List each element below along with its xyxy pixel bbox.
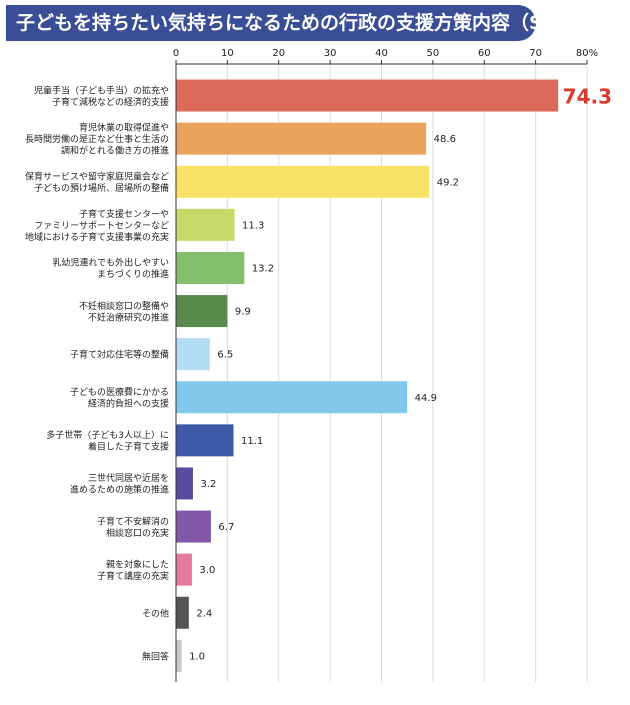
title-banner: 子どもを持ちたい気持ちになるための行政の支援方策内容（SA）	[6, 5, 576, 41]
category-label: 調和がとれる働き方の推進	[61, 145, 169, 157]
category-label: 無回答	[142, 650, 169, 662]
bar	[176, 596, 189, 629]
category-label: ファミリーサポートセンターなど	[34, 220, 169, 231]
category-label: 育児休業の取得促進や	[79, 122, 169, 134]
x-tick-label: 70	[529, 48, 542, 59]
category-label: 子育て対応住宅等の整備	[70, 349, 169, 361]
category-label: 相談窓口の充実	[106, 527, 169, 539]
x-tick-label: 60	[478, 48, 491, 59]
data-label: 44.9	[415, 393, 437, 404]
category-label: 長時間労働の是正など仕事と生活の	[25, 133, 169, 145]
category-label: 進めるための施策の推進	[70, 484, 169, 496]
data-label: 49.2	[437, 177, 459, 188]
category-label: まちづくりの推進	[97, 268, 169, 280]
bar	[176, 338, 210, 371]
category-label: 三世代同居や近居を	[88, 472, 169, 484]
x-tick-label: 30	[324, 48, 337, 59]
data-label: 6.5	[217, 350, 233, 361]
category-label: 乳幼児連れでも外出しやすい	[52, 257, 169, 269]
x-tick-label: 40	[375, 48, 388, 59]
data-label: 13.2	[252, 263, 274, 274]
category-label: 子育て不安解消の	[97, 515, 169, 527]
data-label: 3.0	[199, 565, 215, 576]
bar	[176, 381, 408, 414]
bar	[176, 165, 430, 198]
x-tick-label: 20	[272, 48, 285, 59]
bar	[176, 510, 211, 543]
data-label: 11.3	[242, 220, 264, 231]
bar	[176, 208, 235, 241]
category-label: 多子世帯（子ども3人以上）に	[46, 429, 169, 441]
data-label: 74.3	[563, 85, 612, 109]
category-label: 経済的負担への支援	[88, 398, 169, 410]
x-tick-label: 0	[173, 48, 179, 59]
category-label: 子どもの預け場所、居場所の整備	[34, 182, 169, 194]
bar	[176, 122, 427, 155]
x-tick-label: 80%	[576, 48, 598, 59]
data-label: 48.6	[434, 134, 456, 145]
bar	[176, 79, 559, 112]
category-label: 子どもの医療費にかかる	[70, 386, 169, 398]
data-label: 9.9	[235, 307, 251, 318]
chart-title: 子どもを持ちたい気持ちになるための行政の支援方策内容（SA）	[16, 12, 577, 34]
category-label: 子育て講座の充実	[97, 570, 169, 582]
bar	[176, 553, 192, 586]
bar	[176, 251, 245, 284]
x-tick-label: 50	[427, 48, 440, 59]
category-label: 不妊相談窓口の整備や	[79, 300, 169, 312]
data-label: 6.7	[218, 522, 234, 533]
category-label: その他	[142, 607, 169, 619]
data-label: 3.2	[200, 479, 216, 490]
data-label: 2.4	[196, 608, 212, 619]
category-label: 不妊治療研究の推進	[88, 311, 169, 323]
data-label: 11.1	[241, 436, 263, 447]
category-label: 子育て支援センターや	[79, 208, 169, 220]
category-label: 子育て減税などの経済的支援	[52, 96, 169, 108]
category-label: 親を対象にした	[106, 558, 169, 570]
bar	[176, 467, 193, 500]
category-label: 児童手当（子ども手当）の拡充や	[34, 84, 169, 96]
data-label: 1.0	[189, 651, 205, 662]
x-tick-label: 10	[221, 48, 234, 59]
bar	[176, 639, 182, 672]
bar	[176, 295, 228, 328]
category-label: 着目した子育て支援	[88, 441, 169, 453]
category-label: 保育サービスや留守家庭児童会など	[25, 171, 169, 183]
category-label: 地域における子育て支援事業の充実	[25, 231, 169, 243]
bar	[176, 424, 234, 457]
